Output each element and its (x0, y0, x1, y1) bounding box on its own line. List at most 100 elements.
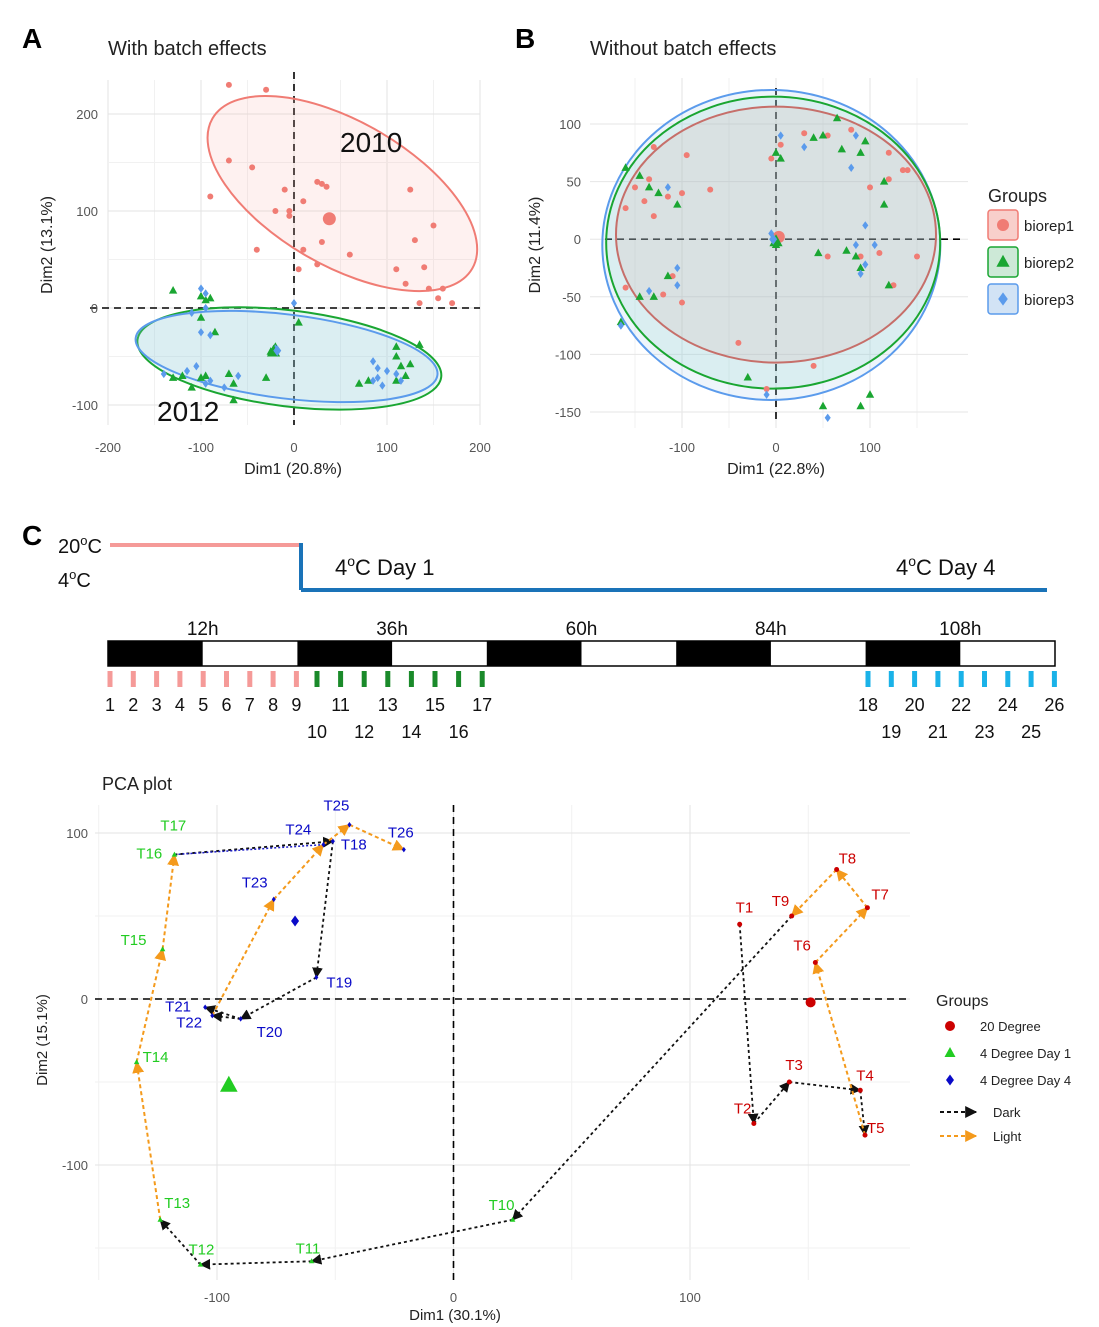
temp-high-label: 20oC (58, 533, 102, 558)
x-tick-label: 100 (679, 1290, 701, 1305)
sample-tick (314, 671, 320, 687)
data-point (221, 383, 228, 392)
data-point (206, 293, 215, 302)
panel-b-points (616, 113, 920, 422)
data-point (776, 154, 785, 162)
data-point (862, 260, 869, 269)
data-point (253, 246, 260, 253)
y-tick-label: 0 (91, 301, 98, 316)
data-point (354, 379, 364, 387)
panel-b: B Without batch effects -100 0 100-150-100… (515, 23, 1074, 478)
data-point (857, 269, 864, 278)
data-point (771, 148, 781, 156)
y-tick-label: 100 (66, 826, 88, 841)
sample-label-T11: T11 (296, 1240, 321, 1257)
data-point (862, 221, 869, 230)
data-point (664, 193, 671, 200)
pca-grid (95, 805, 910, 1280)
data-point (393, 266, 400, 273)
data-point (407, 186, 414, 193)
y-tick-label: 200 (76, 107, 98, 122)
data-point (810, 362, 817, 369)
sample-point-T26 (401, 846, 406, 853)
sample-point-T15 (159, 946, 166, 952)
data-point (201, 295, 210, 304)
panel-b-legend: Groups biorep1 biorep2 biorep3 (987, 186, 1074, 315)
data-point (401, 371, 410, 379)
sample-number: 24 (998, 695, 1018, 715)
data-point (286, 208, 293, 214)
data-point (851, 251, 861, 260)
dark-arrow (159, 1218, 202, 1266)
data-point (374, 373, 381, 383)
data-point (867, 184, 873, 191)
data-point (632, 184, 638, 191)
data-point (160, 369, 167, 379)
data-point (370, 376, 377, 385)
pca-ticks: -100 0 100 -100 0 100 (62, 826, 701, 1305)
sample-tick (408, 671, 414, 687)
x-tick-label: 100 (376, 440, 398, 455)
data-point (865, 390, 875, 398)
data-point (272, 208, 279, 214)
data-point (777, 131, 784, 140)
data-point (229, 379, 238, 387)
pca-points: T1 T2 T3 T4 T5 T6 T7 T8 T9 T10 T11 T12 T13 T14 T15 T16 T… (121, 798, 889, 1267)
sample-number: 2 (128, 695, 138, 715)
data-point (178, 371, 187, 379)
dark-arrow (312, 841, 334, 979)
sample-number: 16 (449, 722, 469, 742)
data-point (184, 366, 191, 376)
x-tick-label: 0 (772, 440, 779, 455)
data-point (168, 285, 178, 294)
light-arrow (322, 823, 351, 846)
sample-point-T16 (171, 851, 178, 857)
data-point (735, 339, 742, 346)
group-label-2010: 2010 (340, 127, 402, 158)
panel-a-letter: A (22, 23, 42, 54)
temp-low-label: 4oC (58, 567, 91, 592)
legend-label-1: biorep2 (1024, 255, 1074, 272)
sample-label-T16: T16 (136, 846, 162, 863)
sample-label-T15: T15 (121, 932, 147, 949)
pca-plot-area (95, 805, 910, 1280)
data-point (801, 130, 808, 137)
legend-dark-label: Dark (993, 1105, 1021, 1120)
data-point (824, 253, 831, 260)
data-point (743, 372, 752, 381)
sample-point-T14 (133, 1059, 140, 1065)
data-point (318, 239, 325, 246)
sample-number: 1 (105, 695, 115, 715)
sample-number: 19 (881, 722, 901, 742)
data-point (202, 303, 209, 313)
sample-number: 6 (221, 695, 231, 715)
panel-a-xlabel: Dim1 (20.8%) (244, 461, 342, 478)
legend-label-0: biorep1 (1024, 218, 1074, 235)
pca-xlabel: Dim1 (30.1%) (409, 1307, 501, 1324)
sample-number: 20 (905, 695, 925, 715)
sample-point-T8 (834, 867, 840, 873)
panel-b-letter: B (515, 23, 535, 54)
light-arrow (835, 868, 869, 909)
data-point (383, 366, 391, 376)
legend-symbol-1 (944, 1047, 956, 1057)
sample-label-T4: T4 (856, 1067, 874, 1084)
data-point (635, 171, 644, 179)
sample-tick (912, 671, 918, 687)
legend-label-1: 4 Degree Day 1 (980, 1046, 1071, 1061)
time-label: 36h (376, 619, 408, 640)
y-tick-label: 0 (81, 992, 88, 1007)
sample-tick (432, 671, 438, 687)
data-point (188, 308, 195, 318)
legend-symbol-1 (996, 254, 1010, 267)
sample-label-T3: T3 (785, 1057, 803, 1074)
data-point (439, 285, 446, 292)
data-point (617, 321, 624, 330)
y-tick-label: 100 (76, 204, 98, 219)
panel-a-title: With batch effects (108, 38, 267, 60)
light-arrow (814, 906, 869, 964)
x-tick-label: 0 (290, 440, 297, 455)
data-point (885, 149, 892, 156)
data-point (229, 395, 238, 404)
data-point (852, 240, 859, 250)
